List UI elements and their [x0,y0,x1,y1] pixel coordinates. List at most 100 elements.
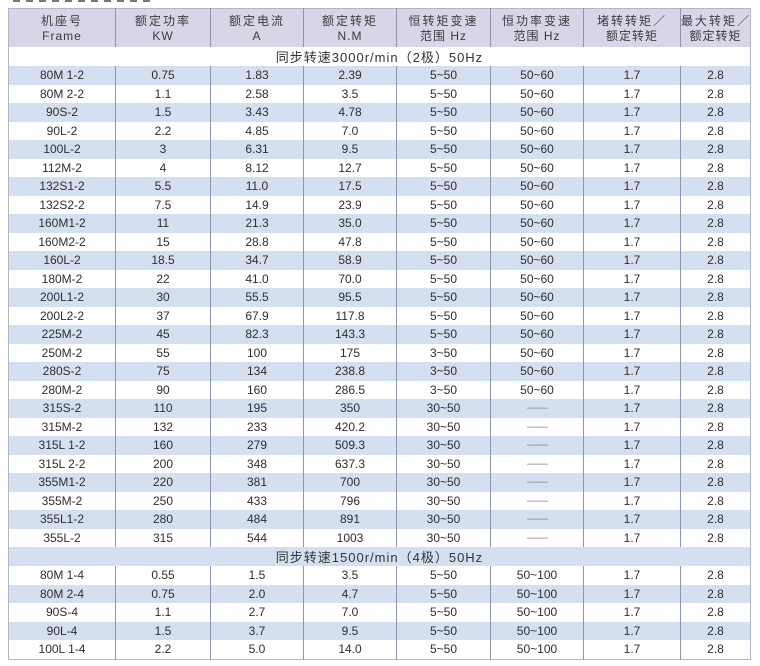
cell-max-torque-ratio: 2.8 [680,232,751,251]
cell-constant-power-range: —— [490,399,584,418]
cell-frame: 225M-2 [41,327,83,342]
cell-constant-power-range: 50~60 [490,140,584,159]
cell-locked-rotor-torque-ratio: 1.7 [583,140,681,159]
cell-rated-power: 22 [115,269,211,288]
cell-max-torque-ratio: 2.8 [680,362,751,381]
cell-locked-rotor-torque-ratio: 1.7 [583,510,681,529]
cell-max-torque-ratio: 2.8 [680,214,751,233]
cell-constant-torque-range: 3~50 [396,343,491,362]
cell-frame: 315L 2-2 [38,456,86,471]
table-row: 112M-2 4 8.12 12.7 5~50 50~60 1.7 2.8 [8,158,751,177]
cell-rated-power: 250 [115,491,211,510]
header-cell-rated-power: 额定功率 KW [115,8,211,47]
cell-rated-current: 484 [210,510,304,529]
cell-constant-power-range: 50~60 [490,343,584,362]
cell-rated-current: 279 [210,436,304,455]
cell-constant-power-range: 50~60 [490,177,584,196]
table-row: 90L-2 2.2 4.85 7.0 5~50 50~60 1.7 2.8 [8,121,751,140]
cell-rated-power: 0.55 [115,566,211,585]
cell-constant-torque-range: 30~50 [396,454,491,473]
cell-constant-power-range: 50~60 [490,214,584,233]
cell-max-torque-ratio: 2.8 [680,343,751,362]
cell-constant-power-range: 50~100 [490,621,584,640]
cell-rated-current: 3.43 [210,103,304,122]
cell-rated-power: 90 [115,380,211,399]
cell-rated-torque: 9.5 [303,140,397,159]
cell-rated-power: 1.5 [115,103,211,122]
cell-constant-power-range: 50~100 [490,640,584,659]
cell-rated-current: 21.3 [210,214,304,233]
cell-rated-power: 200 [115,454,211,473]
cell-constant-torque-range: 5~50 [396,621,491,640]
cell-rated-current: 55.5 [210,288,304,307]
cell-rated-power: 110 [115,399,211,418]
cell-frame: 160M2-2 [38,234,86,249]
cell-rated-power: 1.1 [115,84,211,103]
header-label-cn: 额定功率 [134,13,191,28]
cell-rated-current: 1.5 [210,566,304,585]
cell-rated-torque: 286.5 [303,380,397,399]
header-label-unit: Frame [42,28,82,43]
cell-max-torque-ratio: 2.8 [680,251,751,270]
cell-rated-power: 45 [115,325,211,344]
cell-rated-current: 134 [210,362,304,381]
cell-max-torque-ratio: 2.8 [680,195,751,214]
cell-rated-current: 381 [210,473,304,492]
cell-constant-torque-range: 5~50 [396,306,491,325]
cell-rated-power: 37 [115,306,211,325]
section-header-row: 同步转速1500r/min（4极）50Hz [8,547,751,566]
cell-rated-torque: 12.7 [303,158,397,177]
table-row: 355M-2 250 433 796 30~50 —— 1.7 2.8 [8,491,751,510]
header-label-cn: 恒转矩变速 [408,13,479,28]
cell-rated-current: 433 [210,491,304,510]
cell-locked-rotor-torque-ratio: 1.7 [583,84,681,103]
table-row: 315L 2-2 200 348 637.3 30~50 —— 1.7 2.8 [8,454,751,473]
table-row: 90S-2 1.5 3.43 4.78 5~50 50~60 1.7 2.8 [8,103,751,122]
cell-rated-torque: 3.5 [303,566,397,585]
header-cell-locked-rotor-torque-ratio: 堵转转矩／ 额定转矩 [583,8,681,47]
table-row: 225M-2 45 82.3 143.3 5~50 50~60 1.7 2.8 [8,325,751,344]
cell-locked-rotor-torque-ratio: 1.7 [583,66,681,85]
cell-frame: 100L-2 [43,142,81,157]
cell-rated-current: 67.9 [210,306,304,325]
table-row: 200L2-2 37 67.9 117.8 5~50 50~60 1.7 2.8 [8,306,751,325]
cell-frame: 112M-2 [42,160,82,175]
cell-constant-power-range: —— [490,454,584,473]
cell-frame: 80M 1-2 [39,68,85,83]
cell-locked-rotor-torque-ratio: 1.7 [583,288,681,307]
table-row: 280M-2 90 160 286.5 3~50 50~60 1.7 2.8 [8,380,751,399]
cell-rated-torque: 7.0 [303,603,397,622]
cell-locked-rotor-torque-ratio: 1.7 [583,103,681,122]
cell-rated-power: 15 [115,232,211,251]
cell-locked-rotor-torque-ratio: 1.7 [583,306,681,325]
cell-max-torque-ratio: 2.8 [680,66,751,85]
cell-max-torque-ratio: 2.8 [680,158,751,177]
cell-rated-torque: 420.2 [303,417,397,436]
cell-constant-power-range: 50~60 [490,325,584,344]
table-row: 315L 1-2 160 279 509.3 30~50 —— 1.7 2.8 [8,436,751,455]
cell-rated-torque: 7.0 [303,121,397,140]
cell-frame: 315L 1-2 [38,438,86,453]
cell-constant-power-range: 50~60 [490,306,584,325]
cell-rated-power: 5.5 [115,177,211,196]
header-label-unit: 范围 Hz [419,28,467,43]
cell-max-torque-ratio: 2.8 [680,380,751,399]
cell-frame: 80M 2-2 [39,86,85,101]
cell-constant-torque-range: 5~50 [396,325,491,344]
cell-constant-torque-range: 5~50 [396,269,491,288]
cell-rated-torque: 17.5 [303,177,397,196]
cell-max-torque-ratio: 2.8 [680,510,751,529]
cell-constant-power-range: 50~60 [490,362,584,381]
cell-frame: 355L-2 [43,530,81,545]
cell-rated-power: 55 [115,343,211,362]
cell-rated-power: 280 [115,510,211,529]
header-label-unit: N.M [337,28,363,43]
cell-max-torque-ratio: 2.8 [680,121,751,140]
cell-rated-current: 14.9 [210,195,304,214]
cell-rated-current: 1.83 [210,66,304,85]
cell-locked-rotor-torque-ratio: 1.7 [583,269,681,288]
cell-frame: 315M-2 [41,419,83,434]
cell-rated-current: 100 [210,343,304,362]
table-row: 80M 2-4 0.75 2.0 4.7 5~50 50~100 1.7 2.8 [8,584,751,603]
